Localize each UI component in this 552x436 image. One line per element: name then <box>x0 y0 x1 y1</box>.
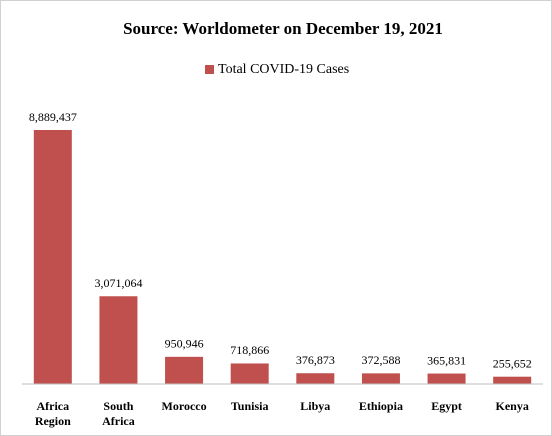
bar <box>99 296 138 384</box>
bar <box>493 376 532 384</box>
legend-label: Total COVID-19 Cases <box>218 62 349 77</box>
legend-swatch <box>205 65 214 74</box>
bar <box>230 363 269 384</box>
data-label: 950,946 <box>165 337 204 351</box>
data-label: 255,652 <box>493 356 532 370</box>
x-tick-label: Kenya <box>495 399 529 413</box>
data-label: 372,588 <box>361 353 400 367</box>
data-label: 365,831 <box>427 353 466 367</box>
x-tick-label: Tunisia <box>230 399 269 413</box>
x-tick-label: Morocco <box>161 399 207 413</box>
chart-title: Source: Worldometer on December 19, 2021 <box>123 19 443 38</box>
data-label: 376,873 <box>296 353 335 367</box>
x-tick-label: Libya <box>300 399 331 413</box>
bar <box>165 356 204 384</box>
bar <box>361 373 400 384</box>
x-tick-label: South Africa <box>102 399 135 428</box>
bar <box>296 373 335 384</box>
data-label: 8,889,437 <box>29 110 77 124</box>
data-label: 3,071,064 <box>94 276 142 290</box>
x-tick-label: Africa Region <box>34 399 71 428</box>
data-label: 718,866 <box>230 343 269 357</box>
x-tick-label: Ethiopia <box>358 399 403 413</box>
bar <box>427 373 466 384</box>
x-tick-label: Egypt <box>431 399 462 413</box>
bar <box>33 130 72 384</box>
